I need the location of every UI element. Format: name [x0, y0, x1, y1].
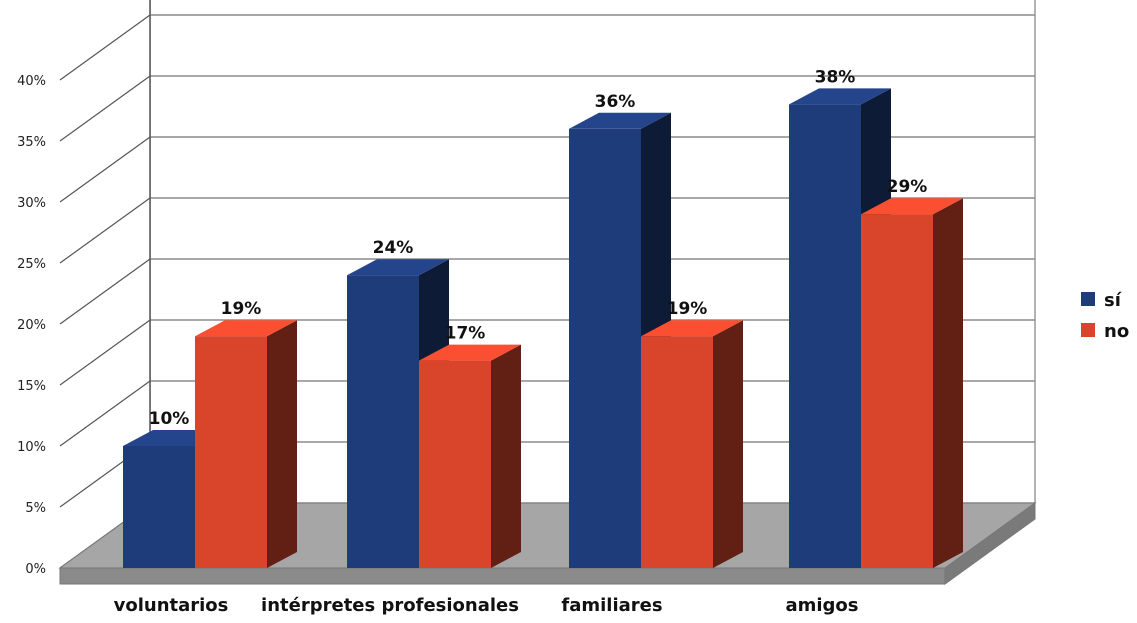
floor-front — [59, 567, 946, 585]
y-tick-label: 30% — [17, 196, 46, 211]
gridline-diagonal — [59, 258, 151, 325]
y-tick-label: 20% — [17, 318, 46, 333]
y-axis: 0% 5% 10% 15% 20% 25% 30% 35% 40% — [17, 74, 46, 577]
x-category-label: amigos — [785, 595, 858, 616]
bar-no-3 — [861, 198, 963, 568]
legend-label: sí — [1104, 290, 1122, 311]
gridline-diagonal — [59, 14, 151, 81]
bar-top — [195, 320, 297, 337]
bar-front — [195, 336, 267, 568]
legend: sí no — [1081, 290, 1129, 342]
bar-side — [491, 344, 521, 568]
legend-swatch — [1081, 292, 1095, 306]
bar-front — [861, 214, 933, 568]
bar-no-2 — [641, 320, 743, 568]
y-tick-label: 10% — [17, 440, 46, 455]
y-tick-label: 5% — [25, 501, 46, 516]
bar-front — [641, 336, 713, 568]
y-tick-label: 0% — [25, 562, 46, 577]
bar-front — [123, 446, 195, 568]
x-category-label: voluntarios — [114, 595, 229, 616]
y-tick-label: 40% — [17, 74, 46, 89]
bar-side — [933, 198, 963, 568]
x-category-label: familiares — [561, 595, 662, 616]
bar-top — [641, 320, 743, 337]
legend-swatch — [1081, 323, 1095, 337]
data-label: 24% — [373, 238, 414, 258]
gridline-diagonal — [59, 75, 151, 142]
bar-front — [347, 275, 419, 568]
data-labels: 10% 19% 24% 17% 36% 19% 38% 29% — [149, 67, 928, 429]
bar-front — [789, 104, 861, 569]
bars — [123, 88, 963, 569]
x-category-label: intérpretes profesionales — [261, 595, 519, 616]
gridline-diagonal — [59, 380, 151, 447]
y-tick-label: 35% — [17, 135, 46, 150]
data-label: 36% — [595, 92, 636, 112]
data-label: 10% — [149, 409, 190, 429]
y-tick-label: 15% — [17, 379, 46, 394]
side-wall — [60, 0, 150, 568]
y-tick-label: 25% — [17, 257, 46, 272]
x-axis: voluntarios intérpretes profesionales fami… — [114, 595, 859, 616]
legend-label: no — [1104, 321, 1129, 342]
bar-no-0 — [195, 320, 297, 568]
bar-front — [569, 128, 641, 569]
data-label: 19% — [667, 299, 708, 319]
gridline-diagonal — [59, 197, 151, 264]
bar-top — [347, 259, 449, 276]
data-label: 38% — [815, 67, 856, 87]
gridline-diagonal — [59, 136, 151, 203]
bar-no-1 — [419, 344, 521, 568]
floor-side — [944, 502, 1036, 585]
bar-top — [419, 344, 521, 361]
data-label: 29% — [887, 177, 928, 197]
bar-side — [267, 320, 297, 568]
bar-top — [861, 198, 963, 215]
data-label: 19% — [221, 299, 262, 319]
bar-front — [419, 360, 491, 568]
data-label: 17% — [445, 324, 486, 344]
bar-top — [569, 112, 671, 129]
bar-side — [713, 320, 743, 568]
bar-top — [789, 88, 891, 105]
gridline-diagonal — [59, 319, 151, 386]
